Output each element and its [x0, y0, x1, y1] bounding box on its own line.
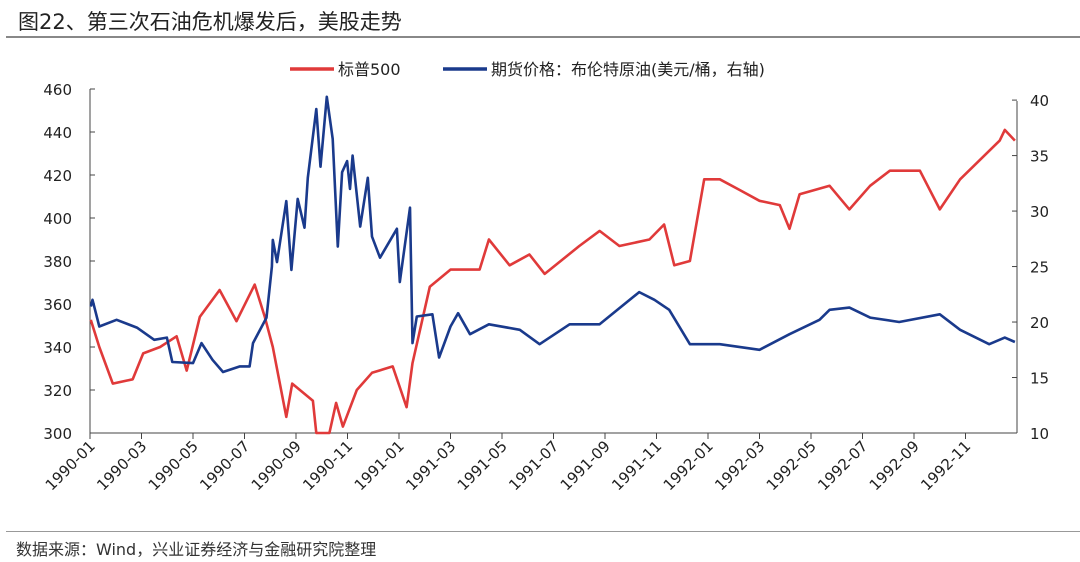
right-tick-label: 30 — [1030, 203, 1049, 221]
x-tick-label: 1991-11 — [608, 437, 665, 494]
left-tick-label: 320 — [43, 382, 72, 400]
footer-divider — [6, 531, 1080, 532]
x-tick-label: 1991-05 — [454, 437, 511, 494]
x-tick-label: 1990-05 — [145, 437, 202, 494]
legend-label-brent: 期货价格：布伦特原油(美元/桶，右轴) — [491, 60, 765, 79]
x-tick-label: 1992-03 — [711, 437, 768, 494]
right-tick-label: 35 — [1030, 148, 1049, 166]
x-tick-label: 1992-07 — [814, 437, 871, 494]
right-tick-label: 25 — [1030, 259, 1049, 277]
left-tick-label: 340 — [43, 339, 72, 357]
line-chart: 标普500 期货价格：布伦特原油(美元/桶，右轴) 300 320 340 360 38… — [42, 60, 1049, 494]
right-tick-label: 15 — [1030, 370, 1049, 388]
right-tick-label: 10 — [1030, 425, 1049, 443]
legend-label-sp500: 标普500 — [338, 60, 401, 79]
brent-oil-line — [89, 95, 1016, 374]
x-tick-label: 1990-09 — [248, 437, 305, 494]
left-tick-label: 360 — [43, 296, 72, 314]
x-tick-label: 1992-11 — [917, 437, 974, 494]
x-tick-label: 1992-09 — [866, 437, 923, 494]
legend: 标普500 期货价格：布伦特原油(美元/桶，右轴) — [290, 60, 765, 79]
x-tick-label: 1991-01 — [351, 437, 408, 494]
x-tick-label: 1992-05 — [763, 437, 820, 494]
left-tick-label: 440 — [43, 124, 72, 142]
x-tick-label: 1990-03 — [93, 437, 150, 494]
x-tick-label: 1991-03 — [402, 437, 459, 494]
x-tick-label: 1990-07 — [196, 437, 253, 494]
x-tick-label: 1990-01 — [42, 437, 99, 494]
right-tick-label: 40 — [1030, 92, 1049, 110]
left-tick-label: 400 — [43, 210, 72, 228]
right-tick-label: 20 — [1030, 314, 1049, 332]
chart-title: 图22、第三次石油危机爆发后，美股走势 — [18, 10, 402, 34]
x-tick-label: 1990-11 — [299, 437, 356, 494]
left-tick-label: 460 — [43, 81, 72, 99]
left-tick-label: 420 — [43, 167, 72, 185]
x-tick-label: 1992-01 — [660, 437, 717, 494]
x-tick-label: 1991-09 — [557, 437, 614, 494]
sp500-line — [89, 128, 1016, 435]
left-tick-label: 300 — [43, 425, 72, 443]
title-divider — [6, 36, 1080, 38]
left-tick-label: 380 — [43, 253, 72, 271]
source-note: 数据来源：Wind，兴业证券经济与金融研究院整理 — [16, 540, 377, 559]
x-tick-label: 1991-07 — [505, 437, 562, 494]
